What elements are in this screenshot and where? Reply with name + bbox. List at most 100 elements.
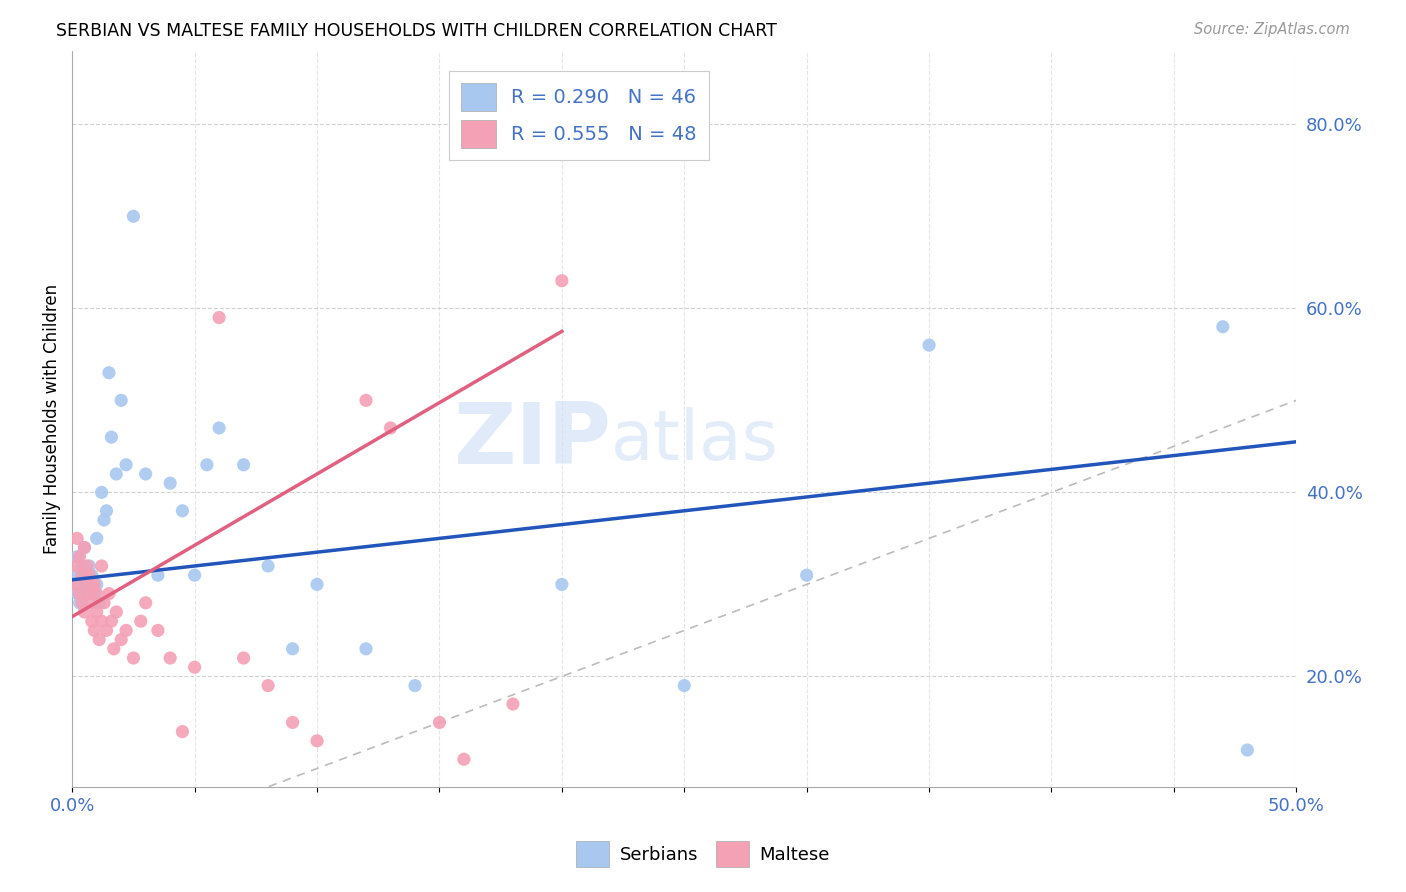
Point bbox=[105, 467, 128, 481]
Point bbox=[159, 651, 181, 665]
Point bbox=[172, 504, 194, 518]
Point bbox=[66, 549, 89, 564]
Point bbox=[281, 715, 304, 730]
Point bbox=[70, 596, 93, 610]
Point bbox=[183, 568, 205, 582]
Point bbox=[105, 605, 128, 619]
Legend: Serbians, Maltese: Serbians, Maltese bbox=[569, 834, 837, 874]
Point bbox=[73, 541, 96, 555]
Point bbox=[115, 624, 138, 638]
Point bbox=[73, 541, 96, 555]
Point bbox=[97, 366, 120, 380]
Text: atlas: atlas bbox=[610, 408, 779, 475]
Point bbox=[1236, 743, 1258, 757]
Point bbox=[129, 614, 152, 628]
Point bbox=[90, 559, 112, 574]
Point bbox=[70, 559, 93, 574]
Point bbox=[93, 596, 115, 610]
Point bbox=[115, 458, 138, 472]
Point bbox=[305, 577, 328, 591]
Point bbox=[110, 393, 132, 408]
Point bbox=[135, 467, 157, 481]
Point bbox=[83, 624, 105, 638]
Point bbox=[354, 393, 377, 408]
Point bbox=[122, 210, 145, 224]
Point bbox=[76, 586, 98, 600]
Point bbox=[97, 586, 120, 600]
Point bbox=[232, 458, 254, 472]
Point bbox=[232, 651, 254, 665]
Point bbox=[146, 624, 169, 638]
Point bbox=[135, 596, 157, 610]
Point bbox=[66, 532, 89, 546]
Point bbox=[103, 641, 125, 656]
Point bbox=[79, 568, 101, 582]
Point bbox=[796, 568, 818, 582]
Point bbox=[502, 697, 524, 711]
Point bbox=[96, 624, 118, 638]
Point bbox=[70, 568, 93, 582]
Point bbox=[551, 274, 574, 288]
Point bbox=[66, 586, 89, 600]
Point bbox=[86, 532, 108, 546]
Point bbox=[83, 586, 105, 600]
Point bbox=[73, 605, 96, 619]
Point bbox=[100, 614, 122, 628]
Point bbox=[404, 679, 426, 693]
Point bbox=[80, 614, 103, 628]
Point bbox=[79, 577, 101, 591]
Point bbox=[354, 641, 377, 656]
Point bbox=[90, 614, 112, 628]
Text: SERBIAN VS MALTESE FAMILY HOUSEHOLDS WITH CHILDREN CORRELATION CHART: SERBIAN VS MALTESE FAMILY HOUSEHOLDS WIT… bbox=[56, 22, 778, 40]
Point bbox=[76, 577, 98, 591]
Point bbox=[73, 586, 96, 600]
Point bbox=[69, 577, 91, 591]
Point bbox=[380, 421, 402, 435]
Point bbox=[66, 559, 89, 574]
Point bbox=[80, 568, 103, 582]
Text: Source: ZipAtlas.com: Source: ZipAtlas.com bbox=[1194, 22, 1350, 37]
Point bbox=[69, 549, 91, 564]
Point bbox=[208, 421, 231, 435]
Point bbox=[89, 596, 111, 610]
Point bbox=[69, 586, 91, 600]
Point bbox=[63, 577, 86, 591]
Point bbox=[86, 605, 108, 619]
Point bbox=[208, 310, 231, 325]
Point bbox=[89, 632, 111, 647]
Point bbox=[257, 679, 280, 693]
Point bbox=[551, 577, 574, 591]
Point bbox=[76, 559, 98, 574]
Point bbox=[1212, 319, 1234, 334]
Point bbox=[281, 641, 304, 656]
Legend: R = 0.290   N = 46, R = 0.555   N = 48: R = 0.290 N = 46, R = 0.555 N = 48 bbox=[449, 71, 709, 160]
Point bbox=[79, 586, 101, 600]
Point bbox=[172, 724, 194, 739]
Point bbox=[83, 577, 105, 591]
Point bbox=[86, 586, 108, 600]
Point bbox=[90, 485, 112, 500]
Point bbox=[257, 559, 280, 574]
Point bbox=[76, 577, 98, 591]
Point bbox=[63, 568, 86, 582]
Point bbox=[673, 679, 696, 693]
Point bbox=[146, 568, 169, 582]
Point bbox=[80, 596, 103, 610]
Point bbox=[183, 660, 205, 674]
Point bbox=[79, 559, 101, 574]
Point bbox=[122, 651, 145, 665]
Point bbox=[110, 632, 132, 647]
Point bbox=[159, 476, 181, 491]
Point bbox=[93, 513, 115, 527]
Point bbox=[69, 596, 91, 610]
Point bbox=[96, 504, 118, 518]
Point bbox=[70, 568, 93, 582]
Point bbox=[918, 338, 941, 352]
Text: ZIP: ZIP bbox=[453, 400, 610, 483]
Point bbox=[86, 577, 108, 591]
Y-axis label: Family Households with Children: Family Households with Children bbox=[44, 284, 60, 554]
Point bbox=[195, 458, 218, 472]
Point bbox=[453, 752, 475, 766]
Point bbox=[100, 430, 122, 444]
Point bbox=[429, 715, 451, 730]
